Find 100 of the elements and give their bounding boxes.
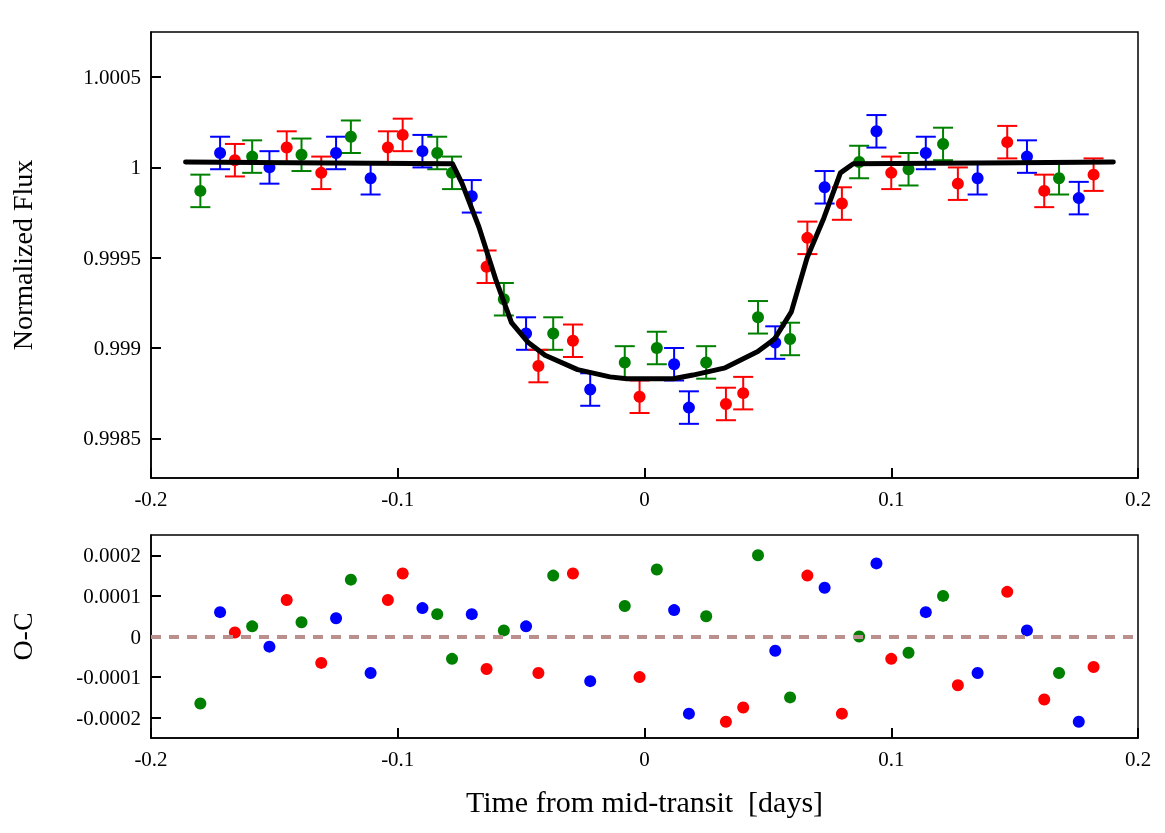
y-tick-label: -0.0001 [76,665,141,690]
point [295,148,308,161]
point [396,567,409,580]
y-tick-label: 0.999 [93,335,141,360]
point [566,567,579,580]
point [769,644,782,657]
point [1087,168,1100,181]
point [951,177,964,190]
point [497,624,510,637]
point [465,608,478,621]
point [194,697,207,710]
point [566,334,579,347]
point [1072,715,1085,728]
point [431,608,444,621]
x-tick-label: 0.1 [878,746,905,771]
point [246,620,259,633]
point [416,145,429,158]
point [547,569,560,582]
point [870,557,883,570]
point [263,640,276,653]
y-tick-label: 0.9985 [83,426,141,451]
point [315,166,328,179]
point [364,172,377,185]
point [618,356,631,369]
point [1053,667,1066,680]
point [520,620,533,633]
point [902,646,915,659]
point [364,667,377,680]
point [381,593,394,606]
x-tick-label: -0.1 [381,486,415,511]
y-axis-title: Normalized Flux [6,159,38,351]
point [752,311,765,324]
point [719,715,732,728]
point [650,341,663,354]
point [431,146,444,159]
point [885,166,898,179]
x-axis-title: Time from mid-transit [days] [465,784,824,818]
y-tick-label: 0.9995 [83,245,141,270]
point [584,675,597,688]
point [700,356,713,369]
point [532,360,545,373]
x-tick-label: 0 [639,746,650,771]
point [737,387,750,400]
point [315,656,328,669]
x-tick-label: 0 [639,486,650,511]
point [668,604,681,617]
point [682,707,695,720]
x-tick-label: 0.2 [1124,746,1152,771]
point [330,612,343,625]
point [835,197,848,210]
point [416,602,429,615]
point [584,383,597,396]
x-tick-label: 0.1 [878,486,905,511]
point [885,652,898,665]
point [700,610,713,623]
point [919,146,932,159]
point [1053,172,1066,185]
point [937,137,950,150]
x-tick-label: -0.1 [381,746,415,771]
point [737,701,750,714]
point [214,606,227,619]
point [650,563,663,576]
point [633,390,646,403]
point [344,573,357,586]
point [668,358,681,371]
point [344,130,357,143]
y-tick-label: 0.0002 [83,543,141,568]
point [971,667,984,680]
point [1020,624,1033,637]
point [1087,660,1100,673]
point [951,679,964,692]
point [752,549,765,562]
point [194,184,207,197]
x-tick-label: -0.2 [134,746,168,771]
point [801,569,814,582]
y-tick-label: 1 [130,155,141,180]
point [1038,184,1051,197]
point [870,125,883,138]
point [396,128,409,141]
y-axis-title: O-C [6,612,38,661]
point [532,667,545,680]
point [971,172,984,185]
point [1001,136,1014,149]
point [784,691,797,704]
point [547,327,560,340]
point [280,141,293,154]
point [280,593,293,606]
point [228,626,241,639]
point [1001,585,1014,598]
point [214,146,227,159]
point [480,662,493,675]
point [682,401,695,414]
point [818,181,831,194]
point [801,231,814,244]
point [784,332,797,345]
point [330,146,343,159]
y-tick-label: 0 [130,624,141,649]
point [919,606,932,619]
point [835,707,848,720]
point [1072,192,1085,205]
